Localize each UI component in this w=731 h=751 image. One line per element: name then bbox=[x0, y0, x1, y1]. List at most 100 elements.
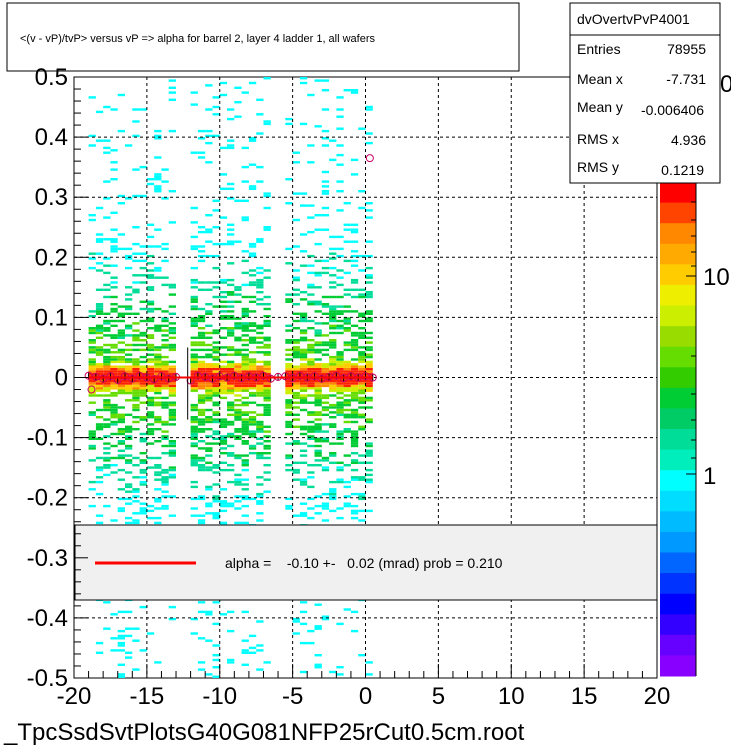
heat-cell bbox=[95, 367, 104, 371]
heat-cell bbox=[168, 372, 176, 376]
heat-cell bbox=[146, 432, 155, 436]
heat-cell bbox=[256, 298, 264, 301]
heat-cell bbox=[292, 425, 300, 428]
heat-cell bbox=[168, 394, 176, 397]
y-tick-label: 0 bbox=[55, 365, 68, 392]
heat-cell bbox=[110, 613, 118, 616]
heat-cell bbox=[321, 459, 330, 462]
heat-cell bbox=[329, 372, 337, 376]
heat-cell bbox=[212, 242, 220, 246]
heat-cell bbox=[219, 468, 228, 472]
heat-cell bbox=[358, 319, 366, 323]
heat-cell bbox=[314, 358, 322, 361]
heat-cell bbox=[314, 428, 322, 431]
heat-cell bbox=[358, 519, 366, 522]
heat-cell bbox=[256, 286, 264, 289]
heat-cell bbox=[110, 168, 118, 171]
heat-cell bbox=[329, 295, 337, 299]
heat-cell bbox=[212, 437, 220, 440]
heat-cell bbox=[95, 312, 104, 315]
heat-cell bbox=[190, 617, 198, 621]
heat-cell bbox=[205, 394, 213, 397]
heat-cell bbox=[241, 461, 249, 464]
heat-cell bbox=[343, 384, 351, 388]
profile-point bbox=[128, 374, 137, 383]
heat-cell bbox=[336, 468, 344, 472]
heat-cell bbox=[110, 343, 118, 347]
heat-cell bbox=[161, 437, 169, 440]
heat-cell bbox=[168, 408, 176, 412]
heat-cell bbox=[314, 351, 322, 354]
heat-cell bbox=[125, 521, 133, 525]
heat-cell bbox=[212, 363, 220, 366]
heat-cell bbox=[95, 240, 104, 243]
heat-cell bbox=[110, 456, 118, 460]
heat-cell bbox=[285, 117, 293, 121]
heat-cell bbox=[110, 307, 118, 311]
heat-cell bbox=[205, 461, 213, 464]
heat-cell bbox=[285, 298, 293, 301]
heat-cell bbox=[227, 305, 235, 308]
heat-cell bbox=[110, 387, 118, 390]
heat-cell bbox=[336, 413, 344, 416]
heat-cell bbox=[256, 165, 264, 169]
heat-cell bbox=[329, 343, 337, 347]
heat-cell bbox=[125, 454, 133, 457]
heat-cell bbox=[314, 271, 322, 275]
heat-cell bbox=[95, 305, 104, 308]
heat-cell bbox=[285, 464, 293, 467]
heat-cell bbox=[321, 437, 330, 440]
heat-cell bbox=[103, 627, 111, 630]
heat-cell bbox=[125, 413, 133, 416]
heat-cell bbox=[343, 329, 351, 332]
heat-cell bbox=[95, 456, 104, 460]
heat-cell bbox=[263, 206, 271, 210]
heat-cell bbox=[241, 425, 249, 428]
heat-cell bbox=[350, 264, 359, 267]
heat-cell bbox=[190, 418, 198, 421]
heat-cell bbox=[285, 389, 293, 392]
heat-cell bbox=[103, 384, 111, 388]
heat-cell bbox=[241, 423, 249, 426]
heat-cell bbox=[299, 319, 308, 323]
heat-cell bbox=[146, 334, 155, 337]
heat-cell bbox=[299, 408, 308, 412]
heat-cell bbox=[285, 391, 293, 395]
heat-cell bbox=[212, 401, 220, 404]
heat-cell bbox=[343, 379, 351, 383]
heat-cell bbox=[139, 334, 147, 337]
heat-cell bbox=[358, 331, 366, 335]
heat-cell bbox=[248, 435, 257, 438]
heat-cell bbox=[154, 401, 162, 404]
heat-cell bbox=[95, 206, 104, 210]
heat-cell bbox=[227, 452, 235, 455]
heat-cell bbox=[292, 514, 300, 517]
heat-cell bbox=[336, 115, 344, 118]
heat-cell bbox=[139, 343, 147, 347]
heat-cell bbox=[227, 435, 235, 438]
profile-point bbox=[150, 375, 159, 384]
heat-cell bbox=[168, 466, 176, 469]
heat-cell bbox=[321, 492, 330, 496]
heat-cell bbox=[95, 389, 104, 392]
heat-cell bbox=[168, 129, 176, 133]
heat-cell bbox=[285, 432, 293, 436]
heat-cell bbox=[314, 334, 322, 337]
heat-cell bbox=[336, 269, 344, 272]
heat-cell bbox=[292, 348, 300, 352]
heat-cell bbox=[125, 425, 133, 428]
heat-cell bbox=[212, 512, 220, 515]
heat-cell bbox=[256, 346, 264, 349]
heat-cell bbox=[95, 363, 104, 366]
heat-cell bbox=[343, 401, 351, 404]
heat-cell bbox=[256, 413, 264, 416]
heat-cell bbox=[117, 673, 125, 676]
heat-cell bbox=[263, 389, 271, 392]
heat-cell bbox=[248, 394, 257, 397]
heat-cell bbox=[248, 295, 257, 299]
heat-cell bbox=[234, 408, 242, 412]
heat-cell bbox=[95, 641, 104, 645]
heat-cell bbox=[146, 358, 155, 361]
heat-cell bbox=[299, 363, 308, 366]
heat-cell bbox=[95, 365, 104, 368]
